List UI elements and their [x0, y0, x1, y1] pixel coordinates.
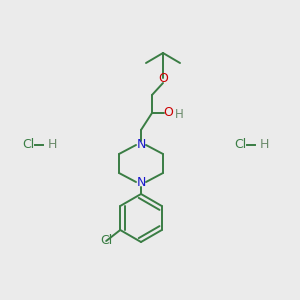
- Text: O: O: [163, 106, 173, 119]
- Text: O: O: [158, 71, 168, 85]
- Text: H: H: [47, 139, 57, 152]
- Text: Cl: Cl: [100, 235, 112, 248]
- Text: Cl: Cl: [22, 139, 34, 152]
- Text: N: N: [136, 176, 146, 188]
- Text: Cl: Cl: [234, 139, 246, 152]
- Text: H: H: [259, 139, 269, 152]
- Text: H: H: [175, 109, 183, 122]
- Text: N: N: [136, 139, 146, 152]
